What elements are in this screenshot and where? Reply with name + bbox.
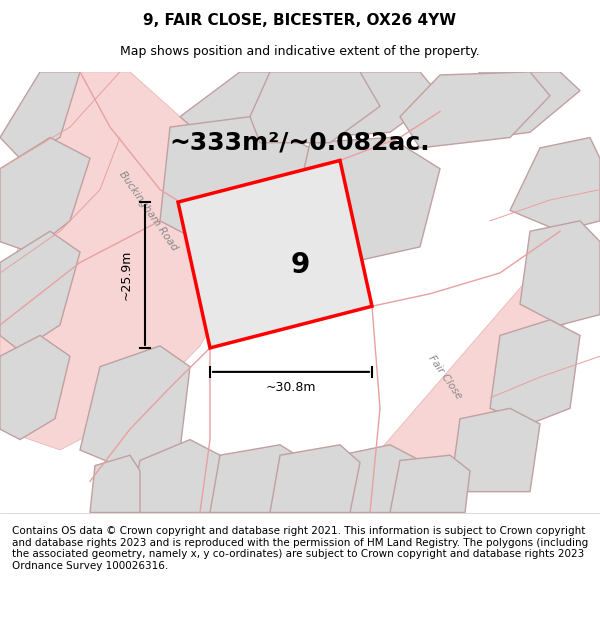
Polygon shape <box>450 408 540 492</box>
Polygon shape <box>490 320 580 424</box>
Text: Contains OS data © Crown copyright and database right 2021. This information is : Contains OS data © Crown copyright and d… <box>12 526 588 571</box>
Polygon shape <box>0 336 70 439</box>
Polygon shape <box>80 346 190 471</box>
Text: ~25.9m: ~25.9m <box>120 250 133 300</box>
Text: Buckingham Road: Buckingham Road <box>117 169 179 252</box>
Text: ~30.8m: ~30.8m <box>266 381 316 394</box>
Polygon shape <box>520 221 600 325</box>
Polygon shape <box>178 161 372 348</box>
Polygon shape <box>180 72 340 142</box>
Polygon shape <box>290 72 440 138</box>
Polygon shape <box>290 138 440 262</box>
Polygon shape <box>0 231 80 351</box>
Polygon shape <box>270 445 360 512</box>
Polygon shape <box>390 455 470 512</box>
Polygon shape <box>250 72 380 142</box>
Text: 9: 9 <box>290 251 310 279</box>
Polygon shape <box>330 445 420 512</box>
Text: Fair Close: Fair Close <box>426 353 464 401</box>
Polygon shape <box>90 455 140 512</box>
Text: Map shows position and indicative extent of the property.: Map shows position and indicative extent… <box>120 45 480 58</box>
Polygon shape <box>130 439 220 512</box>
Polygon shape <box>440 72 580 142</box>
Polygon shape <box>0 72 260 450</box>
Polygon shape <box>160 117 310 252</box>
Text: 9, FAIR CLOSE, BICESTER, OX26 4YW: 9, FAIR CLOSE, BICESTER, OX26 4YW <box>143 12 457 28</box>
Polygon shape <box>400 72 550 148</box>
Polygon shape <box>210 445 305 512</box>
Polygon shape <box>0 138 90 252</box>
Polygon shape <box>0 72 80 158</box>
Polygon shape <box>310 242 600 512</box>
Polygon shape <box>510 138 600 231</box>
Text: ~333m²/~0.082ac.: ~333m²/~0.082ac. <box>170 131 430 155</box>
